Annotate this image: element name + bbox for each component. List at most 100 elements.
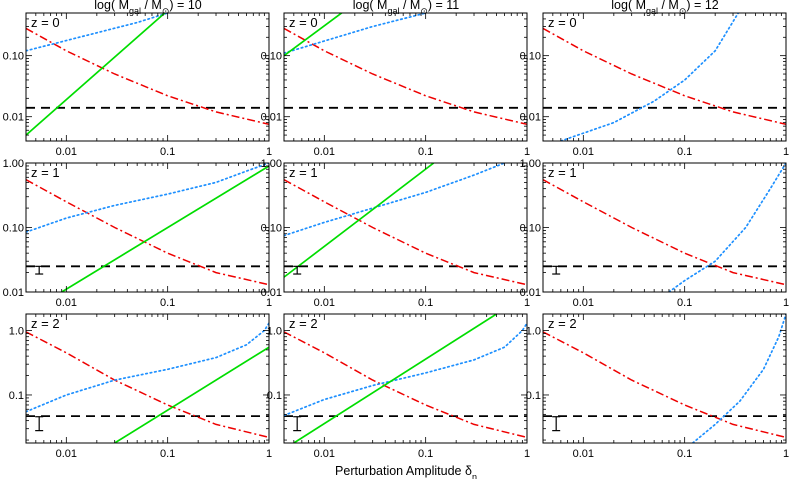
redshift-label: z = 1 [31, 165, 60, 180]
panel-r2-c0: 0.01 0.1 1 0.1 1.0 z = 2 [9, 313, 272, 460]
blue-dotted-series [26, 13, 169, 52]
column-titles: log( Mgal / M⊙) = 10 log( Mgal / M⊙) = 1… [94, 0, 719, 16]
green-solid-series [293, 314, 497, 443]
plot-area [284, 163, 527, 286]
x-tick-label: 0.1 [160, 448, 175, 460]
x-tick-label: 0.1 [677, 297, 692, 309]
blue-dotted-series [284, 322, 527, 417]
x-tick-label: 1 [783, 448, 789, 460]
x-tick-label: 0.01 [573, 297, 594, 309]
panel-r0-c1: 0.01 0.1 1 0.01 0.10 z = 0 [261, 12, 530, 158]
x-tick-label: 1 [266, 146, 272, 158]
plot-area [26, 13, 269, 136]
redshift-label: z = 2 [289, 316, 318, 331]
green-solid-series [26, 13, 167, 136]
green-solid-series [284, 13, 344, 57]
panel-frame [25, 162, 270, 293]
x-tick-label: 0.1 [160, 146, 175, 158]
x-tick-label: 0.01 [314, 448, 335, 460]
blue-dotted-series [26, 163, 269, 233]
blue-dotted-series [559, 13, 740, 141]
redshift-label: z = 2 [548, 316, 577, 331]
error-bar [552, 416, 561, 432]
blue-dotted-series [668, 163, 786, 292]
panel-frame [283, 12, 528, 142]
panel-r0-c2: 0.01 0.1 1 0.01 0.10 z = 0 [520, 12, 789, 158]
x-tick-label: 1 [783, 146, 789, 158]
red-dashdot-series [543, 179, 786, 286]
panel-frame [283, 162, 528, 293]
panel-r2-c2: 0.01 0.1 1 0.1 1.0 z = 2 [526, 313, 789, 460]
x-tick-label: 0.01 [314, 297, 335, 309]
panel-frame [542, 313, 787, 444]
error-bar [293, 265, 302, 275]
plot-area [284, 13, 527, 126]
col-title-1: log( Mgal / M⊙) = 11 [353, 0, 460, 16]
red-dashdot-series [284, 27, 527, 126]
redshift-label: z = 1 [289, 165, 318, 180]
red-dashdot-series [284, 331, 527, 439]
x-tick-label: 0.1 [677, 146, 692, 158]
green-solid-series [284, 163, 435, 278]
error-bar [35, 265, 44, 275]
y-tick-label: 0.10 [261, 223, 282, 235]
blue-dotted-series [284, 163, 506, 237]
panel-r1-c2: 0.01 0.1 10.010.101.00z = 1 [520, 158, 789, 309]
plot-area [543, 163, 786, 292]
red-dashdot-series [543, 27, 786, 126]
red-dashdot-series [26, 27, 269, 126]
error-bar [35, 416, 44, 432]
y-tick-label: 1.00 [3, 158, 24, 170]
x-tick-label: 0.01 [56, 297, 77, 309]
error-bar [552, 265, 561, 275]
x-tick-label: 0.1 [418, 146, 433, 158]
y-tick-label: 0.01 [261, 287, 282, 299]
x-tick-label: 1 [524, 448, 530, 460]
y-tick-label: 0.01 [3, 112, 24, 124]
redshift-label: z = 0 [31, 15, 60, 30]
panel-r1-c1: 0.01 0.1 1 0.01 0.10 1.00 z = 1 [261, 158, 530, 309]
red-dashdot-series [543, 331, 786, 439]
y-tick-label: 0.01 [3, 287, 24, 299]
blue-dotted-series [691, 314, 786, 443]
x-tick-label: 0.01 [56, 448, 77, 460]
x-tick-label: 0.01 [573, 448, 594, 460]
x-axis-label: Perturbation Amplitude δn [335, 464, 477, 479]
red-dashdot-series [26, 179, 269, 286]
panels-group: 0.01 0.1 1 0.01 0.10 z = 0 0.01 0.1 1 0.01 0.10 z =… [3, 12, 789, 460]
panel-frame [25, 12, 270, 142]
panel-frame [542, 162, 787, 293]
x-tick-label: 0.1 [677, 448, 692, 460]
x-tick-label: 0.01 [314, 146, 335, 158]
y-tick-label: 0.1 [9, 390, 24, 402]
x-tick-label: 1 [524, 146, 530, 158]
panel-frame [542, 12, 787, 142]
panel-frame [25, 313, 270, 444]
x-tick-label: 0.1 [160, 297, 175, 309]
green-solid-series [61, 165, 269, 292]
blue-dotted-series [26, 322, 269, 413]
panel-r1-c0: 0.01 0.1 1 0.01 0.10 1.00 z = 1 [3, 158, 272, 309]
redshift-label: z = 1 [548, 165, 577, 180]
y-tick-label: 0.10 [520, 223, 541, 235]
x-tick-label: 1 [783, 297, 789, 309]
redshift-label: z = 0 [289, 15, 318, 30]
x-tick-label: 0.1 [418, 297, 433, 309]
y-tick-label: 0.1 [526, 390, 541, 402]
red-dashdot-series [26, 331, 269, 439]
redshift-label: z = 2 [31, 316, 60, 331]
col-title-2: log( Mgal / M⊙) = 12 [611, 0, 719, 16]
y-tick-label: 1.0 [9, 325, 24, 337]
x-tick-label: 1 [524, 297, 530, 309]
y-tick-label: 0.10 [3, 223, 24, 235]
redshift-label: z = 0 [548, 15, 577, 30]
col-title-0: log( Mgal / M⊙) = 10 [94, 0, 202, 16]
panel-r2-c1: 0.01 0.1 1 0.1 1.0 z = 2 [267, 313, 530, 460]
y-tick-label: 1.00 [261, 158, 282, 170]
y-tick-label: 0.10 [261, 51, 282, 63]
green-solid-series [114, 346, 269, 443]
y-tick-label: 0.01 [261, 112, 282, 124]
red-dashdot-series [284, 179, 527, 286]
y-tick-label: 0.10 [520, 51, 541, 63]
y-tick-label: 0.1 [267, 390, 282, 402]
